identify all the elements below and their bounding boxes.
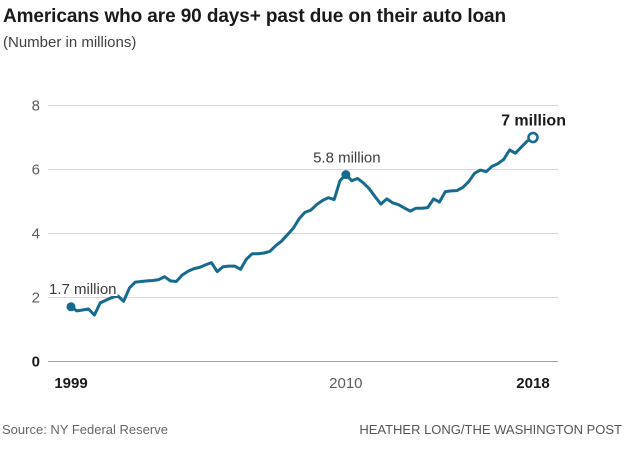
endpoint-marker-open [527,131,539,144]
x-tick-label: 2018 [516,375,549,392]
annotation-label: 1.7 million [49,281,117,298]
x-tick-label: 1999 [54,375,87,392]
y-tick-label: 4 [32,226,40,243]
x-tick-label: 2010 [329,375,362,392]
data-point-marker [66,302,76,312]
y-tick-label: 0 [32,354,40,371]
line-chart: 0 2 4 6 8 1999 2010 2018 1.7 million 5.8 million 7… [0,85,624,400]
annotation-label: 7 million [501,113,566,130]
y-tick-label: 2 [32,290,40,307]
x-axis-labels: 1999 2010 2018 [54,375,549,392]
annotations: 1.7 million 5.8 million 7 million [47,111,568,312]
credit-note: HEATHER LONG/THE WASHINGTON POST [359,421,622,437]
y-tick-label: 6 [32,162,40,179]
delinquency-line [69,136,535,317]
chart-title: Americans who are 90 days+ past due on t… [3,6,506,27]
chart-subtitle: (Number in millions) [3,34,137,51]
chart-footer: Source: NY Federal Reserve HEATHER LONG/… [2,420,622,438]
y-tick-label: 8 [32,98,40,115]
source-note: Source: NY Federal Reserve [2,421,168,437]
annotation-label: 5.8 million [313,150,381,167]
y-axis-labels: 0 2 4 6 8 [32,98,40,371]
gridlines [48,105,558,362]
chart-canvas: 0 2 4 6 8 1999 2010 2018 1.7 million 5.8 million 7… [32,98,568,393]
data-point-marker [341,170,351,180]
